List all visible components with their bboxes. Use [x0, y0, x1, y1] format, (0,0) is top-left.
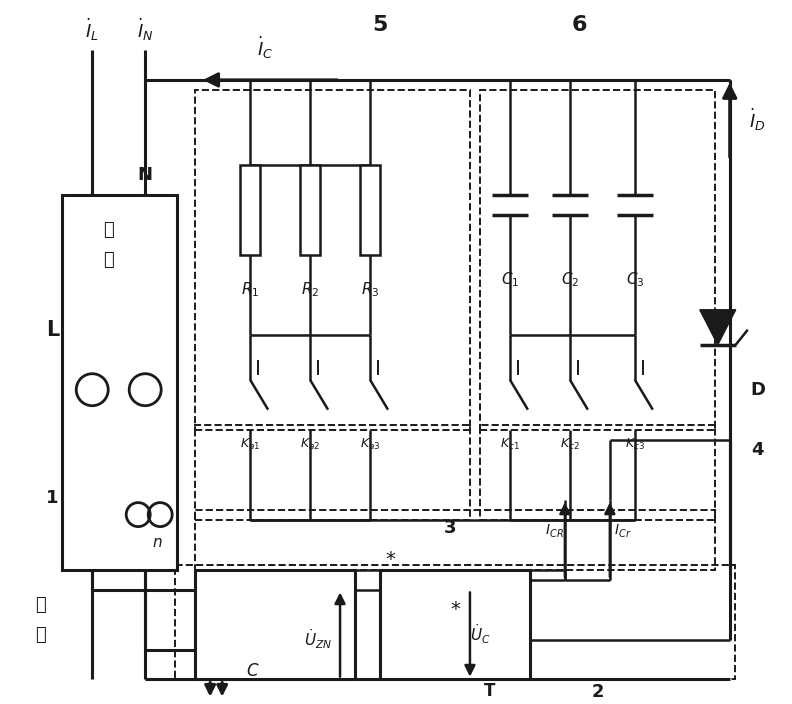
Text: $\dot{U}_{ZN}$: $\dot{U}_{ZN}$	[304, 628, 332, 651]
Bar	[480, 425, 714, 520]
Text: 1: 1	[46, 489, 59, 507]
Text: $R_2$: $R_2$	[301, 280, 319, 299]
Text: *: *	[450, 600, 460, 619]
Text: $K_{c1}$: $K_{c1}$	[500, 437, 520, 452]
Text: $C_2$: $C_2$	[561, 270, 579, 289]
Text: C: C	[246, 662, 258, 681]
Bar	[300, 165, 320, 255]
Text: $\dot{U}_C$: $\dot{U}_C$	[470, 623, 490, 646]
Text: 3: 3	[444, 519, 456, 536]
Bar	[195, 510, 714, 570]
Text: 出: 出	[35, 596, 46, 614]
Text: $K_{a3}$: $K_{a3}$	[360, 437, 380, 452]
Bar	[195, 570, 355, 679]
Text: 线: 线	[35, 626, 46, 643]
Text: 2: 2	[592, 684, 604, 701]
Bar	[360, 165, 380, 255]
Text: $\dot{I}_N$: $\dot{I}_N$	[137, 17, 154, 43]
Bar	[175, 565, 735, 679]
Text: N: N	[138, 166, 153, 184]
Text: L: L	[46, 320, 59, 340]
Bar	[240, 165, 260, 255]
Text: $R_3$: $R_3$	[361, 280, 379, 299]
Text: $K_{a1}$: $K_{a1}$	[240, 437, 261, 452]
Text: $\dot{I}_{Cr}$: $\dot{I}_{Cr}$	[614, 519, 631, 540]
Text: $\dot{I}_C$: $\dot{I}_C$	[257, 34, 273, 61]
Bar	[380, 570, 530, 679]
Text: $C_3$: $C_3$	[626, 270, 644, 289]
Text: 进: 进	[103, 221, 113, 239]
Text: 线: 线	[103, 251, 113, 269]
Bar	[195, 90, 470, 429]
Polygon shape	[700, 310, 736, 345]
Text: $C_1$: $C_1$	[501, 270, 519, 289]
Text: 4: 4	[752, 441, 764, 459]
Text: $K_{c2}$: $K_{c2}$	[560, 437, 580, 452]
Text: n: n	[152, 535, 162, 550]
Bar	[195, 425, 470, 520]
Text: 5: 5	[372, 15, 388, 35]
Text: T: T	[484, 682, 496, 700]
Text: $\dot{I}_L$: $\dot{I}_L$	[86, 17, 99, 43]
Text: *: *	[385, 550, 395, 569]
Text: $K_{a2}$: $K_{a2}$	[300, 437, 320, 452]
Bar	[480, 90, 714, 429]
Text: $\dot{I}_{CR}$: $\dot{I}_{CR}$	[546, 519, 565, 540]
Text: $K_{c3}$: $K_{c3}$	[625, 437, 645, 452]
Text: D: D	[750, 381, 765, 398]
Text: $\dot{I}_D$: $\dot{I}_D$	[749, 107, 766, 133]
Bar	[63, 195, 177, 570]
Text: $R_1$: $R_1$	[241, 280, 259, 299]
Text: 6: 6	[572, 15, 588, 35]
